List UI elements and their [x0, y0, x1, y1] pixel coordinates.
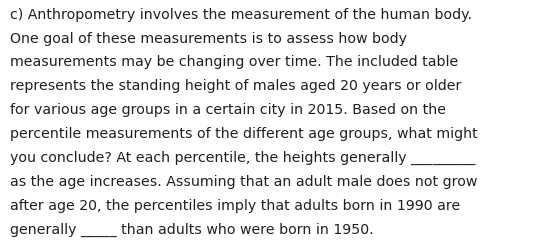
Text: represents the standing height of males aged 20 years or older: represents the standing height of males … — [10, 79, 461, 93]
Text: as the age increases. Assuming that an adult male does not grow: as the age increases. Assuming that an a… — [10, 175, 478, 188]
Text: after age 20, the percentiles imply that adults born in 1990 are: after age 20, the percentiles imply that… — [10, 198, 460, 212]
Text: percentile measurements of the different age groups, what might: percentile measurements of the different… — [10, 127, 478, 141]
Text: c) Anthropometry involves the measurement of the human body.: c) Anthropometry involves the measuremen… — [10, 8, 472, 22]
Text: for various age groups in a certain city in 2015. Based on the: for various age groups in a certain city… — [10, 103, 446, 117]
Text: measurements may be changing over time. The included table: measurements may be changing over time. … — [10, 55, 458, 69]
Text: generally _____ than adults who were born in 1950.: generally _____ than adults who were bor… — [10, 222, 374, 236]
Text: One goal of these measurements is to assess how body: One goal of these measurements is to ass… — [10, 32, 407, 45]
Text: you conclude? At each percentile, the heights generally _________: you conclude? At each percentile, the he… — [10, 151, 475, 165]
